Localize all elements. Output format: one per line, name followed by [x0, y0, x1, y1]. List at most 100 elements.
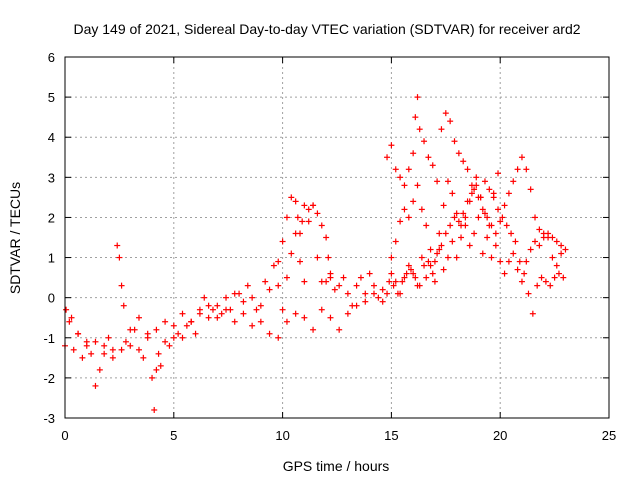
- data-point: [412, 114, 419, 121]
- data-point: [553, 238, 560, 245]
- data-point: [410, 198, 417, 205]
- data-point: [558, 250, 565, 257]
- data-point: [118, 282, 125, 289]
- data-point: [244, 282, 251, 289]
- data-point: [444, 178, 451, 185]
- data-point: [427, 262, 434, 269]
- data-point: [266, 330, 273, 337]
- data-point: [283, 274, 290, 281]
- data-point: [116, 254, 123, 261]
- data-point: [429, 270, 436, 277]
- data-point: [240, 310, 247, 317]
- data-point: [370, 282, 377, 289]
- data-point: [92, 338, 99, 345]
- data-point: [527, 186, 534, 193]
- data-point: [275, 282, 282, 289]
- data-point: [436, 246, 443, 253]
- data-point: [188, 318, 195, 325]
- data-point: [412, 274, 419, 281]
- axis-ticks: [64, 56, 610, 419]
- data-point: [466, 198, 473, 205]
- data-point: [527, 246, 534, 253]
- data-point: [344, 290, 351, 297]
- data-point: [405, 262, 412, 269]
- data-point: [253, 306, 260, 313]
- data-point: [223, 294, 230, 301]
- data-point: [384, 290, 391, 297]
- data-point: [231, 290, 238, 297]
- data-point: [471, 186, 478, 193]
- data-point: [451, 214, 458, 221]
- data-point: [392, 166, 399, 173]
- data-point: [192, 330, 199, 337]
- data-point: [179, 310, 186, 317]
- data-point: [484, 234, 491, 241]
- data-point: [423, 222, 430, 229]
- data-point: [88, 350, 95, 357]
- data-point: [401, 182, 408, 189]
- data-point: [231, 318, 238, 325]
- data-point: [421, 138, 428, 145]
- data-point: [75, 330, 82, 337]
- data-point: [279, 306, 286, 313]
- data-point: [283, 318, 290, 325]
- data-point: [275, 334, 282, 341]
- data-point: [510, 250, 517, 257]
- data-point: [479, 206, 486, 213]
- data-point: [223, 306, 230, 313]
- data-point: [553, 262, 560, 269]
- x-tick-labels: 0 5 10 15 20 25: [61, 428, 616, 443]
- data-point: [153, 326, 160, 333]
- x-tick-label: 5: [170, 428, 177, 443]
- data-point: [418, 254, 425, 261]
- data-point: [466, 242, 473, 249]
- data-point: [549, 254, 556, 261]
- data-point: [497, 218, 504, 225]
- data-point: [503, 222, 510, 229]
- data-point: [431, 278, 438, 285]
- data-point: [318, 222, 325, 229]
- data-point: [135, 314, 142, 321]
- data-point: [401, 206, 408, 213]
- data-point: [438, 126, 445, 133]
- data-point: [379, 286, 386, 293]
- data-point: [523, 258, 530, 265]
- data-point: [144, 330, 151, 337]
- data-point: [499, 214, 506, 221]
- data-point: [196, 306, 203, 313]
- data-point: [447, 118, 454, 125]
- data-point: [318, 306, 325, 313]
- data-point: [155, 350, 162, 357]
- data-point: [327, 274, 334, 281]
- data-point: [514, 266, 521, 273]
- data-point: [336, 282, 343, 289]
- data-point: [297, 258, 304, 265]
- y-tick-label: -3: [43, 411, 55, 426]
- data-point: [384, 154, 391, 161]
- data-point: [523, 166, 530, 173]
- data-point: [451, 138, 458, 145]
- data-point: [403, 270, 410, 277]
- data-point: [392, 238, 399, 245]
- data-point: [549, 234, 556, 241]
- data-point: [292, 198, 299, 205]
- y-tick-label: -1: [43, 331, 55, 346]
- data-point: [560, 274, 567, 281]
- data-point: [440, 202, 447, 209]
- data-point: [79, 354, 86, 361]
- data-point: [508, 230, 515, 237]
- data-point: [175, 330, 182, 337]
- data-point: [444, 254, 451, 261]
- data-point: [488, 254, 495, 261]
- y-tick-labels: -3 -2 -1 0 1 2 3 4 5 6: [43, 50, 55, 426]
- data-point: [109, 346, 116, 353]
- data-point: [479, 250, 486, 257]
- data-point: [488, 222, 495, 229]
- data-point: [555, 270, 562, 277]
- data-point: [340, 274, 347, 281]
- data-point: [301, 278, 308, 285]
- data-point: [299, 218, 306, 225]
- data-point: [205, 314, 212, 321]
- data-point: [101, 342, 108, 349]
